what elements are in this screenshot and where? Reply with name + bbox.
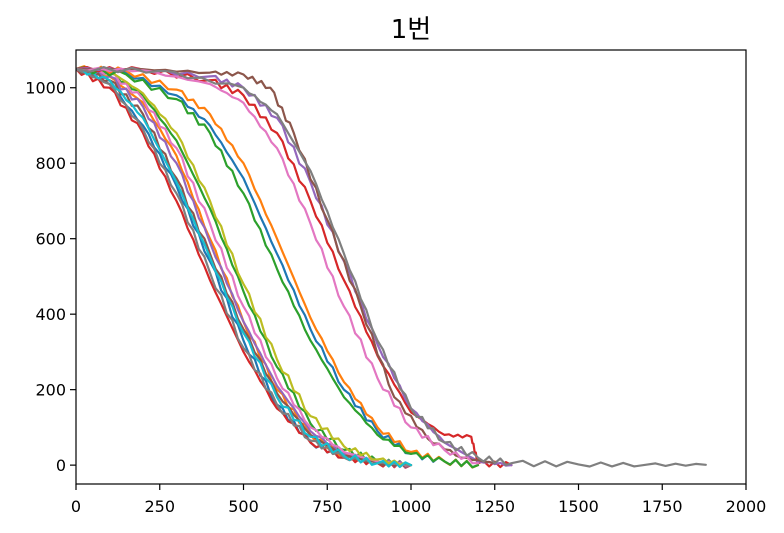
y-tick-label: 200 [35,381,66,400]
plot-area [75,49,747,485]
x-tick-label: 1250 [474,497,515,516]
x-tick-label: 500 [228,497,259,516]
series-line-17 [76,66,480,465]
y-tick-label: 1000 [25,79,66,98]
y-tick-label: 800 [35,154,66,173]
y-tick-label: 400 [35,305,66,324]
series-line-13 [76,66,480,469]
x-tick-label: 1500 [558,497,599,516]
series-line-7 [76,67,413,467]
x-tick-label: 0 [71,497,81,516]
plot-frame [75,49,747,485]
series-group [76,65,707,469]
x-tick-label: 1000 [391,497,432,516]
series-line-9 [76,67,413,467]
series-line-8 [76,67,413,467]
y-tick-label: 600 [35,230,66,249]
x-tick-label: 250 [144,497,175,516]
x-tick-label: 2000 [726,497,767,516]
series-line-12 [76,65,480,469]
x-axis: 0 250 500 750 1000 1250 1500 1750 2000 [71,484,766,516]
x-tick-label: 1750 [642,497,683,516]
x-tick-label: 750 [312,497,343,516]
series-line-10 [76,67,413,469]
series-line-4 [76,67,413,469]
series-line-18 [76,66,707,468]
chart-title: 1번 [391,15,431,45]
y-axis: 0 200 400 600 800 1000 [25,79,76,475]
series-line-1 [76,67,413,467]
y-tick-label: 0 [56,456,66,475]
